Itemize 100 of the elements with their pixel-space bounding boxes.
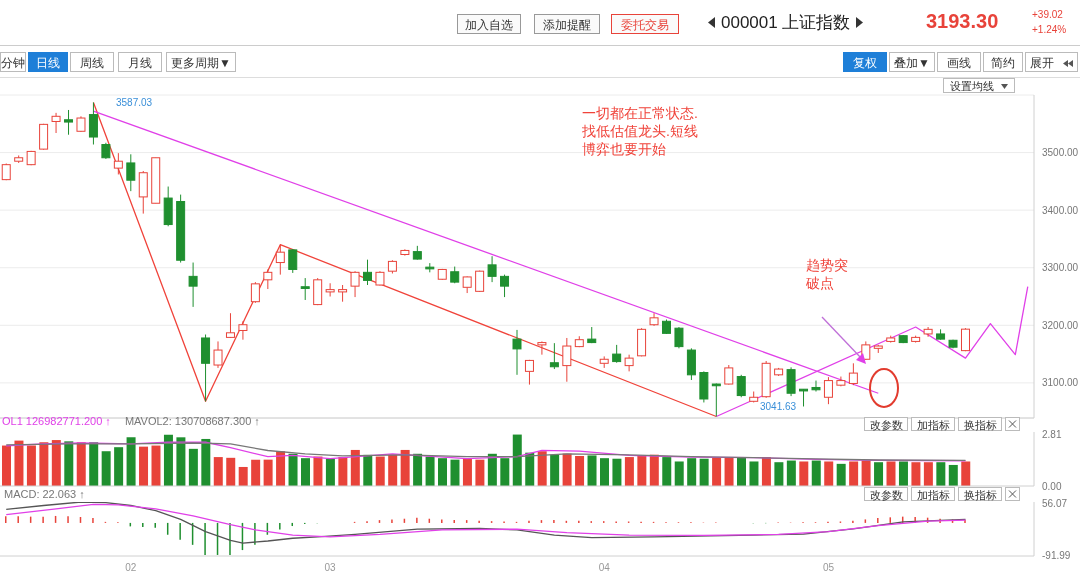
bar: [712, 457, 722, 486]
text: 加指标: [911, 417, 955, 431]
bar: [39, 442, 49, 486]
candlestick: [724, 364, 734, 386]
bar: [936, 462, 946, 486]
candlestick: [325, 282, 335, 298]
bar: [512, 434, 522, 486]
bar: [14, 440, 24, 486]
bar: [114, 447, 124, 486]
bar: [188, 448, 198, 486]
bar: [749, 461, 759, 486]
bar: [774, 462, 784, 486]
bar: [251, 459, 261, 486]
text: 委托交易: [611, 14, 679, 34]
y-tick-label: -91.99: [1042, 549, 1071, 561]
candlestick: [711, 382, 721, 417]
bar: [388, 454, 398, 486]
bar: [687, 458, 697, 486]
bar: [413, 453, 423, 486]
candlestick: [811, 380, 821, 393]
text: 加入自选: [457, 14, 521, 34]
bar: [26, 445, 36, 486]
candlestick: [674, 326, 684, 349]
y-tick-label: 3100.00: [1042, 377, 1079, 389]
candlestick: [350, 270, 360, 298]
text: 改参数: [864, 417, 908, 431]
x-tick-label: 04: [598, 562, 611, 574]
text: 画线: [937, 52, 981, 72]
candlestick: [537, 340, 547, 356]
bar: [76, 442, 86, 486]
bar: [163, 434, 173, 486]
bar: [288, 453, 298, 486]
bar: [101, 451, 111, 486]
text: 日线: [28, 52, 68, 72]
bar: [699, 458, 709, 486]
bar: [338, 457, 348, 486]
text: 设置均线: [943, 78, 1015, 93]
candlestick: [238, 320, 248, 341]
bar: [799, 461, 809, 486]
text: 分钟: [0, 52, 26, 72]
bar: [861, 460, 871, 486]
text: 展开: [1025, 52, 1078, 72]
bar: [313, 456, 323, 486]
bar: [263, 459, 273, 486]
bar: [948, 464, 958, 486]
bar: [624, 457, 634, 486]
bar: [662, 457, 672, 486]
bar: [350, 449, 360, 486]
bar: [674, 461, 684, 486]
text: 添加提醒: [534, 14, 600, 34]
y-tick-label: 3400.00: [1042, 204, 1079, 216]
y-tick-label: 3500.00: [1042, 147, 1079, 159]
candlestick: [300, 277, 310, 301]
candlestick: [126, 153, 136, 192]
bar: [886, 461, 896, 486]
chart-title: MACD: 22.063 ↑: [4, 488, 85, 500]
candlestick: [88, 101, 98, 146]
bar: [898, 461, 908, 486]
x-tick-label: 03: [324, 562, 337, 574]
candlestick: [363, 259, 373, 286]
candlestick: [549, 342, 559, 370]
bar: [51, 440, 61, 486]
bar: [874, 462, 884, 486]
series-label: OL1 126982771.200 ↑: [2, 415, 111, 427]
bar: [911, 462, 921, 486]
candlestick: [823, 376, 833, 405]
bar: [637, 455, 647, 486]
bar: [849, 461, 859, 486]
bar: [737, 457, 747, 486]
candlestick: [225, 312, 235, 339]
bar: [724, 457, 734, 486]
bar: [811, 460, 821, 486]
bar: [151, 445, 161, 486]
bar: [550, 454, 560, 486]
bar: [786, 460, 796, 486]
candlestick: [786, 366, 796, 397]
bar: [400, 449, 410, 486]
bar: [575, 455, 585, 486]
x-tick-label: 05: [822, 562, 835, 574]
text: 换指标: [958, 487, 1002, 501]
y-tick-label: 56.07: [1042, 497, 1068, 509]
chart-title: 000001 上证指数: [721, 12, 851, 34]
y-tick-label: 3300.00: [1042, 262, 1079, 274]
candlestick: [188, 262, 198, 308]
bar: [500, 458, 510, 486]
text: 月线: [118, 52, 162, 72]
annotation: 趋势突破点: [806, 256, 849, 292]
y-tick-label: 2.81: [1042, 429, 1062, 441]
bar: [487, 453, 497, 486]
y-tick-label: 3200.00: [1042, 319, 1079, 331]
series-label: MAVOL2: 130708687.300 ↑: [124, 415, 260, 427]
text: +1.24%: [1032, 24, 1067, 35]
bar: [599, 458, 609, 486]
bar: [475, 459, 485, 486]
candlestick: [64, 109, 74, 136]
bar: [139, 446, 149, 486]
text: 换指标: [958, 417, 1002, 431]
candlestick: [51, 112, 61, 134]
text: 加指标: [911, 487, 955, 501]
bar: [126, 437, 136, 486]
